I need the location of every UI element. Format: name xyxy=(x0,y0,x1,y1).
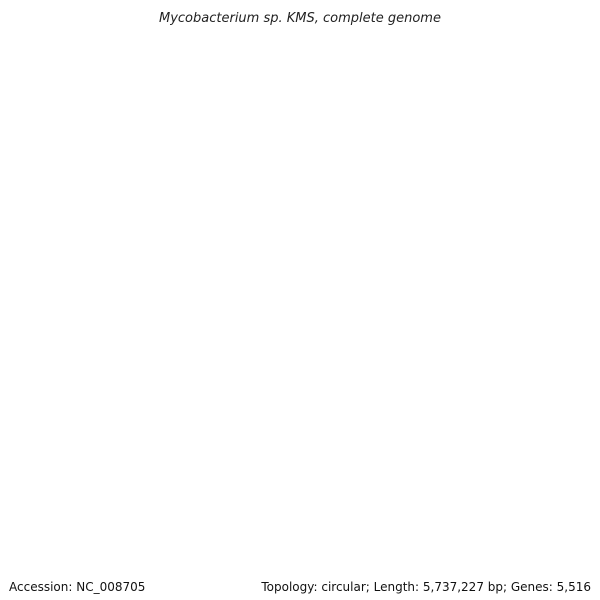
map-title: Mycobacterium sp. KMS, complete genome xyxy=(159,11,441,26)
genome-summary-text: Topology: circular; Length: 5,737,227 bp… xyxy=(261,580,591,594)
accession-text: Accession: NC_008705 xyxy=(9,580,146,594)
